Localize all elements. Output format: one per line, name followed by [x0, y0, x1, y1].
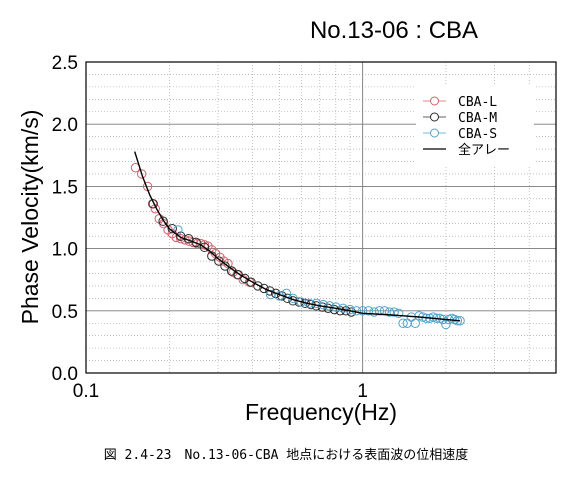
legend-label: 全アレー: [458, 142, 510, 158]
data-point: [167, 223, 177, 234]
x-tick-label: 1: [357, 381, 368, 402]
data-point: [441, 319, 451, 330]
y-tick-label: 2.5: [52, 53, 78, 74]
data-point: [369, 307, 379, 317]
data-point: [296, 297, 306, 307]
data-point: [363, 306, 374, 316]
y-tick-label: 1.0: [52, 240, 78, 261]
figure-caption: 図 2.4-23 No.13-06-CBA 地点における表面波の位相速度: [104, 447, 469, 463]
data-point: [324, 301, 335, 311]
y-tick-label: 2.0: [52, 115, 78, 136]
y-axis-label: Phase Velocity(km/s): [17, 110, 43, 325]
series-line: [134, 151, 461, 322]
data-point: [199, 242, 210, 253]
minor-grid: [86, 62, 556, 373]
x-tick-label: 0.1: [73, 381, 99, 402]
data-point: [137, 169, 147, 179]
y-tick-label: 0.0: [52, 364, 78, 385]
data-point: [398, 318, 408, 328]
data-point: [148, 199, 158, 209]
data-point: [214, 256, 224, 266]
data-point: [393, 308, 404, 318]
legend-label: CBA-S: [458, 127, 497, 142]
data-point: [389, 307, 399, 317]
y-tick-label: 1.5: [52, 177, 78, 198]
data-point: [357, 306, 368, 316]
data-point: [318, 299, 328, 310]
major-grid: [86, 62, 556, 373]
data-point: [259, 283, 269, 294]
data-point: [191, 237, 201, 248]
data-point: [220, 261, 230, 271]
data-point: [311, 298, 322, 309]
x-axis-label: Frequency(Hz): [245, 399, 397, 425]
plot-frame: [85, 61, 557, 374]
data-point: [253, 281, 263, 291]
legend-marker: [430, 128, 439, 138]
tick-layer: 0.1 1 0.0 0.5 1.0 1.5 2.0 2.5: [52, 53, 368, 402]
series-layer: [130, 151, 465, 330]
data-point: [173, 225, 183, 235]
data-point: [192, 238, 202, 249]
data-point: [410, 318, 420, 328]
data-point: [277, 291, 287, 301]
legend-marker: [430, 112, 439, 122]
data-point: [384, 307, 395, 317]
legend-marker: [430, 96, 439, 106]
data-point: [158, 216, 168, 226]
legend-label: CBA-M: [458, 111, 497, 126]
y-tick-label: 0.5: [52, 302, 78, 323]
legend-label: CBA-L: [458, 95, 497, 110]
data-point: [374, 306, 385, 316]
chart-title: No.13-06 : CBA: [310, 17, 478, 44]
data-point: [265, 286, 275, 296]
